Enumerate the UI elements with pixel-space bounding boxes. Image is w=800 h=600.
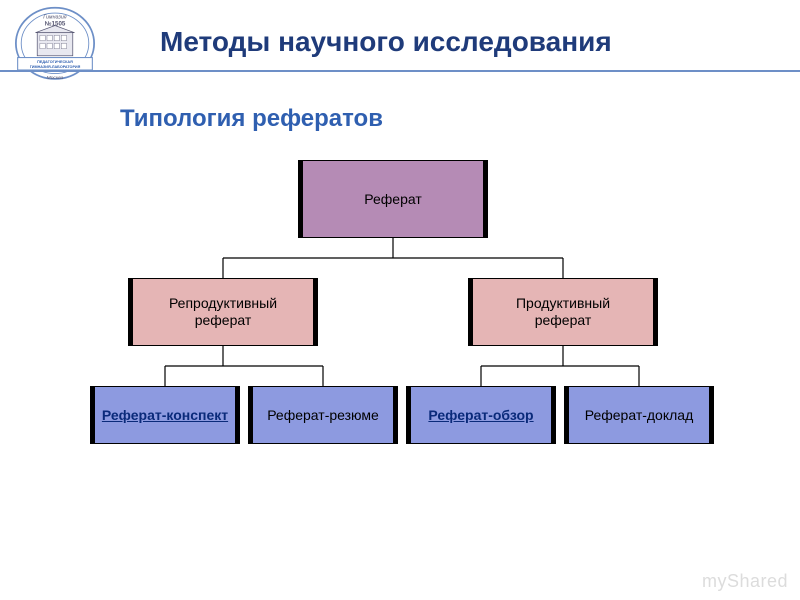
watermark: myShared xyxy=(702,571,788,592)
tree-node-konsp: Реферат-конспект xyxy=(90,386,240,444)
tree-node-prod: Продуктивныйреферат xyxy=(468,278,658,346)
header-rule xyxy=(0,70,800,72)
tree-node-doklad: Реферат-доклад xyxy=(564,386,714,444)
tree-node-label: Реферат-обзор xyxy=(428,407,533,424)
school-logo: Гимназия №1505 ПЕДАГОГИЧЕСКАЯ ГИМНАЗИЯ-Л… xyxy=(10,6,100,86)
logo-ribbon-2: ГИМНАЗИЯ-ЛАБОРАТОРИЯ xyxy=(30,65,81,69)
page-title: Методы научного исследования xyxy=(160,26,612,58)
tree-node-obzor: Реферат-обзор xyxy=(406,386,556,444)
tree-node-repro: Репродуктивныйреферат xyxy=(128,278,318,346)
logo-top-label: Гимназия xyxy=(43,14,66,20)
logo-ribbon-1: ПЕДАГОГИЧЕСКАЯ xyxy=(37,60,73,64)
typology-tree-diagram: Реферат Репродуктивныйреферат Продуктивный… xyxy=(0,150,800,530)
tree-node-label: Продуктивныйреферат xyxy=(516,295,610,329)
tree-node-label: Реферат-доклад xyxy=(585,407,694,424)
tree-node-label: Реферат-конспект xyxy=(102,407,228,424)
tree-node-label: Реферат xyxy=(364,191,422,208)
tree-node-label: Реферат-резюме xyxy=(267,407,379,424)
header: Гимназия №1505 ПЕДАГОГИЧЕСКАЯ ГИМНАЗИЯ-Л… xyxy=(0,0,800,90)
tree-node-resume: Реферат-резюме xyxy=(248,386,398,444)
subtitle: Типология рефератов xyxy=(120,105,383,133)
tree-node-root: Реферат xyxy=(298,160,488,238)
logo-city: Москва xyxy=(47,75,64,81)
tree-node-label: Репродуктивныйреферат xyxy=(169,295,277,329)
